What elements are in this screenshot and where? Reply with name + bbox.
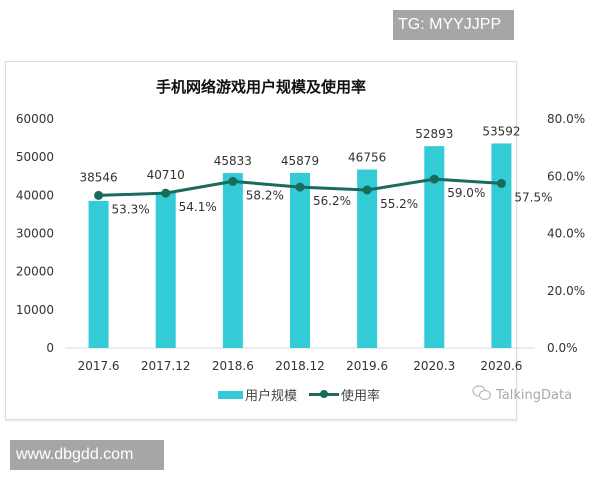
bar-user-scale: [222, 173, 243, 348]
legend-bar-swatch: [218, 390, 243, 399]
usage-rate-label: 59.0%: [447, 186, 485, 200]
usage-rate-label: 58.2%: [246, 188, 284, 202]
bar-user-scale: [491, 143, 512, 348]
usage-rate-label: 53.3%: [112, 202, 150, 216]
bar-value-label: 45833: [214, 154, 252, 168]
y-left-tick: 20000: [16, 265, 54, 279]
bar-value-label: 46756: [348, 151, 386, 165]
y-right-tick: 0.0%: [547, 341, 578, 355]
bar-user-scale: [357, 169, 378, 348]
source-label: TalkingData: [496, 387, 573, 403]
chart-legend: 用户规模 使用率: [218, 385, 380, 404]
watermark-bottom: www.dbgdd.com: [10, 440, 164, 470]
usage-rate-label: 57.5%: [514, 190, 552, 204]
legend-bar-label: 用户规模: [245, 389, 298, 404]
source-credit: TalkingData: [472, 385, 572, 405]
x-tick: 2019.6: [346, 359, 388, 373]
y-right-tick: 80.0%: [547, 112, 585, 126]
x-tick: 2020.3: [413, 359, 455, 373]
y-left-tick: 30000: [16, 227, 54, 241]
y-left-tick: 0: [46, 341, 54, 355]
y-right-tick: 60.0%: [547, 169, 585, 183]
x-tick: 2018.6: [212, 359, 254, 373]
x-tick: 2020.6: [480, 359, 522, 373]
usage-rate-marker: [161, 188, 171, 198]
bar-user-scale: [155, 192, 176, 348]
bar-value-label: 53592: [482, 124, 520, 138]
wechat-icon: [472, 385, 492, 405]
usage-rate-marker: [295, 182, 305, 192]
bar-user-scale: [88, 200, 109, 348]
y-right-tick: 40.0%: [547, 227, 585, 241]
x-tick: 2018.12: [275, 359, 325, 373]
bar-value-label: 40710: [147, 168, 185, 182]
x-tick: 2017.12: [141, 359, 191, 373]
y-right-tick: 20.0%: [547, 284, 585, 298]
bar-value-label: 52893: [415, 127, 453, 141]
chart-title: 手机网络游戏用户规模及使用率: [155, 78, 366, 96]
y-left-tick: 40000: [16, 188, 54, 202]
usage-rate-label: 55.2%: [380, 197, 418, 211]
y-left-tick: 10000: [16, 303, 54, 317]
x-tick: 2017.6: [78, 359, 120, 373]
bar-user-scale: [290, 172, 310, 348]
usage-rate-marker: [496, 178, 506, 188]
usage-rate-label: 56.2%: [313, 194, 351, 208]
y-left-tick: 60000: [16, 112, 54, 126]
usage-rate-marker: [429, 174, 439, 184]
bar-user-scale: [424, 146, 445, 348]
bar-value-label: 45879: [281, 154, 319, 168]
bar-value-label: 38546: [79, 170, 117, 184]
usage-rate-label: 54.1%: [179, 200, 217, 214]
legend-line-label: 使用率: [341, 389, 381, 404]
watermark-top: TG: MYYJJPP: [393, 10, 514, 40]
chart-frame: [5, 61, 517, 420]
legend-line-swatch: [309, 390, 340, 398]
y-left-tick: 50000: [16, 150, 54, 164]
usage-rate-marker: [94, 190, 104, 200]
usage-rate-marker: [228, 176, 238, 186]
usage-rate-marker: [362, 185, 372, 195]
